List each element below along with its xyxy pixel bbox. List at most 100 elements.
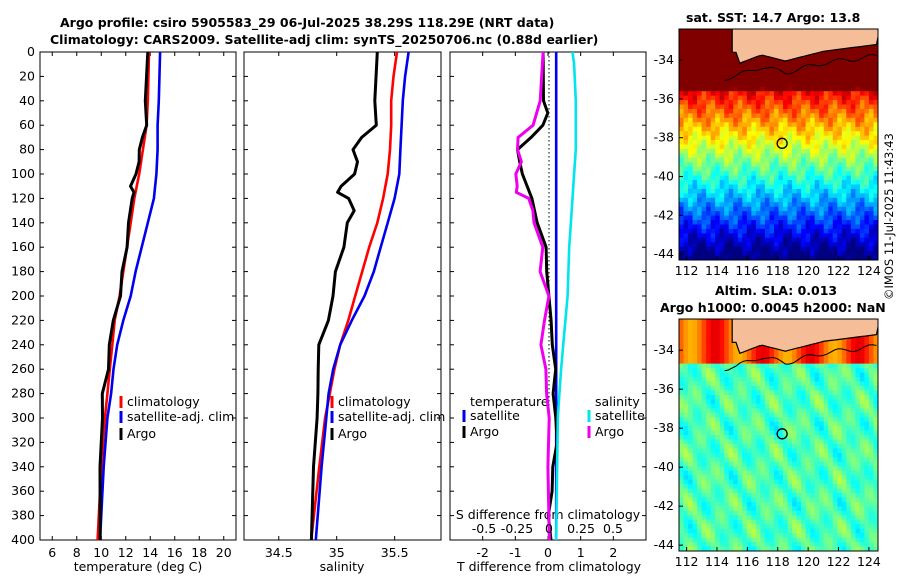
map-cell: [755, 60, 762, 66]
map-cell: [715, 408, 721, 414]
map-cell: [819, 417, 825, 423]
depth-tick-label: 260: [11, 361, 35, 376]
map-cell: [837, 188, 843, 194]
map-cell: [710, 171, 716, 177]
map-cell: [746, 515, 752, 521]
map-cell: [728, 519, 734, 525]
map-cell: [679, 466, 685, 472]
map-cell: [819, 180, 825, 186]
map-cell: [787, 479, 793, 485]
map-cell: [823, 501, 829, 507]
map-cell: [801, 228, 807, 234]
map-cell: [688, 368, 694, 374]
map-cell: [823, 68, 829, 75]
map-cell: [801, 82, 807, 88]
map-cell: [755, 175, 762, 181]
map-cell: [710, 246, 716, 252]
map-cell: [828, 237, 834, 243]
map-cell: [746, 497, 752, 503]
map-cell: [697, 180, 703, 186]
map-cell: [724, 228, 730, 234]
map-cell: [692, 479, 698, 485]
map-cell: [814, 435, 820, 441]
map-cell: [864, 421, 870, 427]
map-cell: [783, 86, 789, 92]
map-cell: [783, 506, 789, 512]
map-cell: [769, 479, 775, 485]
map-cell: [778, 215, 784, 221]
map-cell: [755, 242, 762, 248]
map-cell: [796, 510, 802, 516]
map-cell: [701, 448, 707, 454]
map-cell: [746, 421, 752, 427]
map-cell: [688, 140, 694, 146]
map-cell: [715, 336, 721, 342]
map-cell: [801, 166, 807, 172]
map-cell: [841, 448, 847, 454]
map-cell: [697, 372, 703, 378]
map-cell: [823, 448, 829, 454]
map-cell: [706, 42, 712, 48]
map-cell: [697, 327, 703, 333]
map-cell: [683, 354, 689, 360]
map-cell: [701, 506, 707, 512]
map-cell: [688, 372, 694, 378]
map-cell: [832, 350, 838, 356]
map-cell: [841, 135, 847, 141]
map-cell: [733, 233, 739, 239]
map-cell: [719, 86, 725, 92]
map-cell: [850, 175, 856, 181]
map-cell: [773, 533, 780, 539]
map-cell: [710, 64, 716, 70]
map-cell: [773, 175, 780, 181]
map-cell: [801, 86, 807, 92]
map-cell: [751, 524, 757, 530]
map-cell: [819, 86, 825, 92]
map-cell: [764, 166, 771, 172]
map-cell: [873, 466, 878, 472]
map-cell: [710, 135, 716, 141]
map-cell: [792, 215, 798, 221]
map-cell: [706, 372, 712, 378]
map-cell: [823, 461, 829, 467]
map-cell: [710, 390, 716, 396]
map-cell: [846, 475, 852, 481]
map-cell: [688, 86, 694, 92]
map-cell: [706, 171, 712, 177]
map-cell: [701, 350, 707, 356]
map-cell: [819, 546, 825, 551]
map-cell: [755, 439, 762, 445]
map-cell: [778, 108, 784, 114]
map-cell: [733, 144, 739, 150]
map-cell: [737, 412, 743, 418]
depth-tick-label: 60: [19, 117, 35, 132]
map-cell: [864, 510, 870, 516]
map-cell: [841, 131, 847, 137]
map-cell: [764, 113, 771, 119]
map-cell: [742, 448, 748, 454]
map-cell: [819, 439, 825, 445]
map-cell: [859, 162, 866, 168]
map-cell: [814, 417, 820, 423]
map-cell: [859, 206, 866, 212]
map-cell: [841, 60, 847, 66]
map-cell: [724, 488, 730, 494]
map-cell: [728, 202, 734, 208]
map-cell: [683, 122, 689, 128]
map-cell: [805, 100, 811, 106]
map-cell: [873, 537, 878, 543]
map-cell: [828, 251, 834, 257]
map-cell: [823, 439, 829, 445]
map-cell: [683, 466, 689, 472]
map-cell: [792, 354, 798, 360]
map-cell: [855, 519, 861, 525]
map-cell: [724, 457, 730, 463]
map-cell: [855, 479, 861, 485]
map-cell: [715, 242, 721, 248]
map-cell: [828, 255, 834, 260]
map-cell: [796, 381, 802, 387]
map-cell: [819, 211, 825, 217]
lon-tick-label: 120: [796, 263, 820, 278]
map-cell: [855, 457, 861, 463]
map-cell: [706, 345, 712, 351]
